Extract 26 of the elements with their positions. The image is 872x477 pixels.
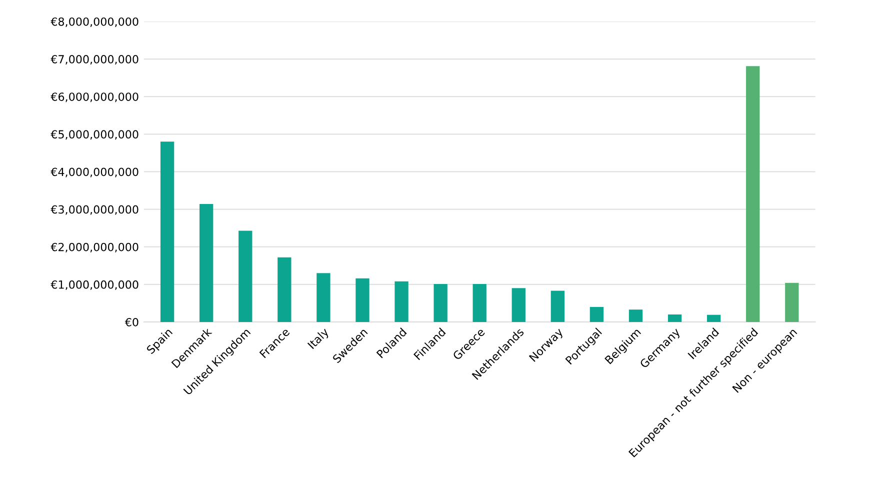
y-tick-label: €5,000,000,000 bbox=[50, 130, 138, 140]
bar bbox=[316, 273, 330, 322]
y-tick-label: €2,000,000,000 bbox=[50, 242, 138, 252]
bar bbox=[512, 288, 526, 322]
y-tick-label: €4,000,000,000 bbox=[50, 168, 138, 178]
y-tick-label: €8,000,000,000 bbox=[50, 17, 138, 27]
bar bbox=[550, 290, 565, 322]
y-tick-label: €0 bbox=[124, 318, 138, 326]
bar bbox=[200, 204, 214, 322]
bar bbox=[472, 284, 486, 322]
y-tick-label: €7,000,000,000 bbox=[50, 55, 138, 65]
bar bbox=[785, 282, 799, 322]
bar bbox=[628, 310, 643, 322]
bar bbox=[278, 257, 292, 322]
bar bbox=[668, 314, 682, 322]
y-tick-label: €6,000,000,000 bbox=[50, 92, 138, 102]
bar bbox=[160, 142, 174, 322]
bar bbox=[356, 278, 370, 322]
bar bbox=[394, 281, 408, 322]
bar bbox=[238, 230, 252, 322]
y-tick-label: €3,000,000,000 bbox=[50, 205, 138, 215]
y-tick-label: €1,000,000,000 bbox=[50, 280, 138, 290]
bar bbox=[590, 306, 604, 322]
bar bbox=[746, 66, 760, 322]
bar bbox=[706, 314, 721, 322]
bar bbox=[434, 284, 448, 322]
